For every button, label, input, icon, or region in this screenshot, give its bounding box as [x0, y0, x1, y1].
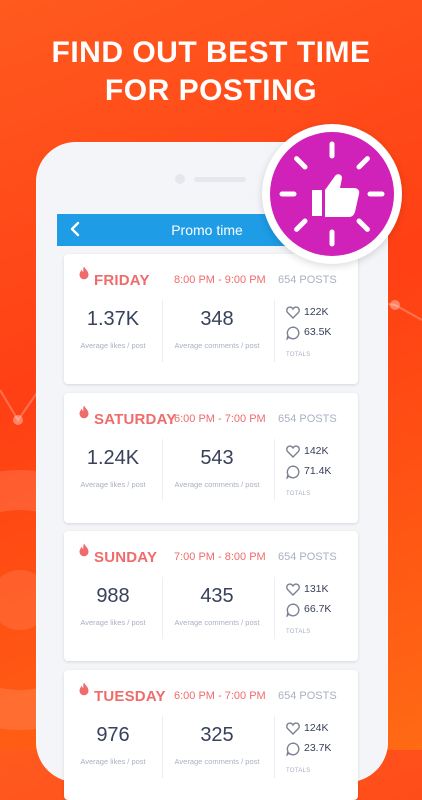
day-label: FRIDAY: [94, 272, 150, 289]
avg-comments-value: 348: [200, 308, 234, 330]
total-comments-value: 66.7K: [304, 603, 332, 615]
phone-speaker: [194, 177, 246, 182]
avg-comments-label: Average comments / post: [174, 480, 260, 489]
posts-count: 654 POSTS: [278, 551, 337, 563]
day-label: SATURDAY: [94, 411, 177, 428]
posts-count: 654 POSTS: [278, 274, 337, 286]
totals-label: TOTALS: [286, 629, 311, 635]
page-title: Promo time: [171, 222, 243, 238]
avg-likes-value: 988: [96, 585, 130, 607]
total-comments-value: 71.4K: [304, 465, 332, 477]
avg-comments-stat: 348 Average comments / post: [168, 308, 266, 350]
avg-likes-stat: 1.24K Average likes / post: [64, 447, 162, 489]
avg-comments-stat: 435 Average comments / post: [168, 585, 266, 627]
avg-comments-label: Average comments / post: [174, 618, 260, 627]
phone-camera: [175, 174, 185, 184]
total-likes-value: 131K: [304, 583, 329, 595]
posts-count: 654 POSTS: [278, 690, 337, 702]
total-likes-value: 142K: [304, 445, 329, 457]
time-slot-card[interactable]: SUNDAY 7:00 PM - 8:00 PM 654 POSTS 988 A…: [64, 531, 358, 661]
time-slot-card[interactable]: SATURDAY 6:00 PM - 7:00 PM 654 POSTS 1.2…: [64, 393, 358, 523]
avg-comments-value: 325: [200, 724, 234, 746]
avg-likes-stat: 976 Average likes / post: [64, 724, 162, 766]
total-likes-value: 122K: [304, 306, 329, 318]
avg-likes-stat: 988 Average likes / post: [64, 585, 162, 627]
total-comments-value: 23.7K: [304, 742, 332, 754]
time-range: 6:00 PM - 7:00 PM: [174, 690, 266, 702]
avg-likes-value: 1.37K: [86, 308, 140, 330]
back-button[interactable]: [69, 218, 81, 245]
headline-line-2: FOR POSTING: [104, 74, 318, 107]
time-slot-card[interactable]: TUESDAY 6:00 PM - 7:00 PM 654 POSTS 976 …: [64, 670, 358, 800]
divider: [274, 300, 275, 362]
posts-count: 654 POSTS: [278, 413, 337, 425]
time-range: 7:00 PM - 8:00 PM: [174, 551, 266, 563]
avg-likes-stat: 1.37K Average likes / post: [64, 308, 162, 350]
divider: [274, 716, 275, 778]
total-likes-value: 124K: [304, 722, 329, 734]
day-label: SUNDAY: [94, 549, 158, 566]
flame-icon: [78, 682, 90, 696]
avg-likes-label: Average likes / post: [80, 341, 146, 350]
flame-icon: [78, 266, 90, 280]
divider: [274, 577, 275, 639]
totals-label: TOTALS: [286, 491, 311, 497]
day-label: TUESDAY: [94, 688, 166, 705]
total-comments-value: 63.5K: [304, 326, 332, 338]
divider: [162, 300, 163, 362]
avg-comments-value: 543: [200, 447, 234, 469]
avg-comments-label: Average comments / post: [174, 341, 260, 350]
avg-comments-stat: 325 Average comments / post: [168, 724, 266, 766]
divider: [162, 716, 163, 778]
avg-likes-label: Average likes / post: [80, 618, 146, 627]
avg-likes-value: 976: [96, 724, 130, 746]
time-slot-card[interactable]: FRIDAY 8:00 PM - 9:00 PM 654 POSTS 1.37K…: [64, 254, 358, 384]
flame-icon: [78, 543, 90, 557]
divider: [162, 439, 163, 501]
totals-label: TOTALS: [286, 768, 311, 774]
avg-likes-value: 1.24K: [86, 447, 140, 469]
avg-likes-label: Average likes / post: [80, 757, 146, 766]
divider: [274, 439, 275, 501]
time-range: 6:00 PM - 7:00 PM: [174, 413, 266, 425]
totals-label: TOTALS: [286, 352, 311, 358]
headline-line-1: FIND OUT BEST TIME: [51, 36, 371, 69]
avg-comments-value: 435: [200, 585, 234, 607]
divider: [162, 577, 163, 639]
avg-comments-stat: 543 Average comments / post: [168, 447, 266, 489]
avg-likes-label: Average likes / post: [80, 480, 146, 489]
flame-icon: [78, 405, 90, 419]
time-range: 8:00 PM - 9:00 PM: [174, 274, 266, 286]
thumbs-up-badge: [262, 124, 402, 264]
headline: FIND OUT BEST TIME FOR POSTING: [0, 34, 422, 110]
chevron-left-icon: [70, 221, 80, 237]
thumbs-up-clock-icon: [279, 141, 385, 247]
avg-comments-label: Average comments / post: [174, 757, 260, 766]
